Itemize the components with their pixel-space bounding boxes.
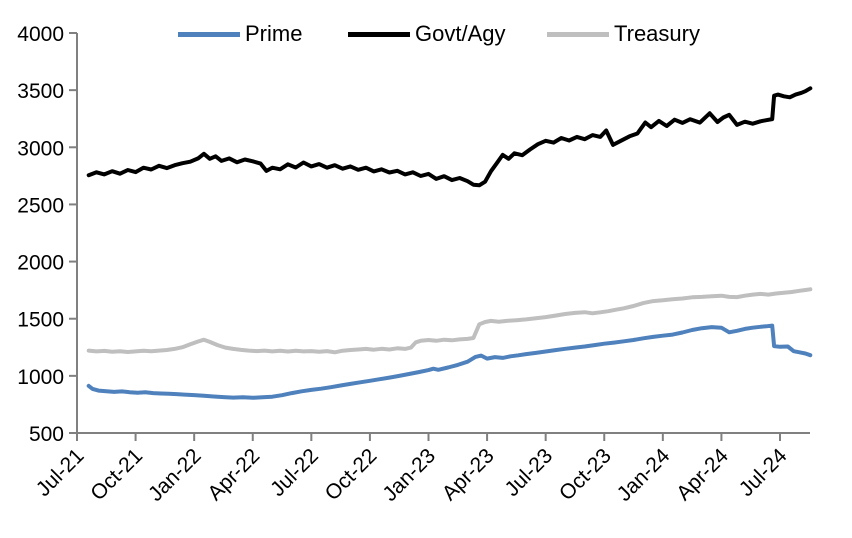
treasury-line-swatch xyxy=(547,31,609,37)
series-line-treasury xyxy=(86,287,813,355)
x-tick-label: Oct-23 xyxy=(555,444,616,505)
series-line-govt-agy xyxy=(86,86,813,188)
y-tick-label: 1000 xyxy=(17,366,64,389)
x-tick-label: Apr-22 xyxy=(203,444,264,505)
x-tick-label: Jul-23 xyxy=(500,444,557,501)
y-tick-label: 500 xyxy=(29,423,64,446)
y-tick-label: 2500 xyxy=(17,194,64,217)
y-tick-label: 4000 xyxy=(17,23,64,46)
y-tick-label: 3000 xyxy=(17,137,64,160)
x-tick-label: Jul-24 xyxy=(735,444,792,501)
x-tick-label: Oct-22 xyxy=(321,444,382,505)
legend-item-treasury: Treasury xyxy=(547,21,700,47)
prime-line-swatch xyxy=(178,31,240,37)
legend-label-govt-agy: Govt/Agy xyxy=(415,21,506,46)
govt-agy-line-swatch xyxy=(348,31,410,37)
y-tick-label: 3500 xyxy=(17,80,64,103)
x-tick-label: Jan-24 xyxy=(613,444,675,506)
x-tick-label: Apr-24 xyxy=(672,444,733,505)
x-tick-label: Jan-22 xyxy=(144,444,206,506)
legend-label-prime: Prime xyxy=(245,21,303,46)
legend-label-treasury: Treasury xyxy=(614,21,700,46)
x-tick-label: Jul-21 xyxy=(32,444,89,501)
legend-item-govt-agy: Govt/Agy xyxy=(348,21,505,47)
y-tick-label: 1500 xyxy=(17,309,64,332)
series-line-prime xyxy=(86,323,813,400)
y-tick-label: 2000 xyxy=(17,252,64,275)
x-tick-label: Jan-23 xyxy=(378,444,440,506)
legend-item-prime: Prime xyxy=(178,21,302,47)
x-tick-label: Jul-22 xyxy=(266,444,323,501)
chart-legend: Prime Govt/Agy Treasury xyxy=(0,21,852,47)
x-tick-label: Oct-21 xyxy=(86,444,147,505)
x-tick-label: Apr-23 xyxy=(438,444,499,505)
